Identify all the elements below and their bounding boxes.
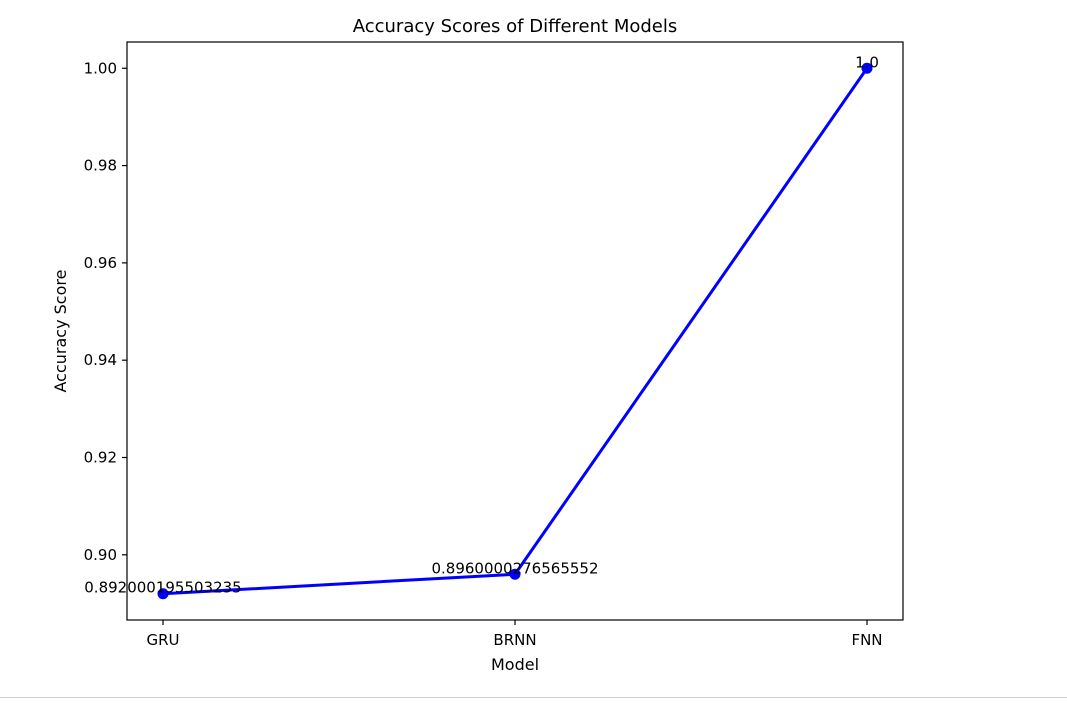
data-point-marker xyxy=(157,588,169,600)
data-point-marker xyxy=(509,568,521,580)
chart-title: Accuracy Scores of Different Models xyxy=(353,16,678,37)
series-markers xyxy=(157,62,873,600)
y-tick-label: 1.00 xyxy=(84,59,117,77)
y-axis-label: Accuracy Score xyxy=(51,270,70,393)
data-point-label: 0.892000195503235 xyxy=(84,579,241,597)
y-tick-label: 0.96 xyxy=(84,254,117,272)
x-tick-label: BRNN xyxy=(493,631,536,649)
y-tick-label: 0.94 xyxy=(84,351,117,369)
y-tick-label: 0.92 xyxy=(84,448,117,466)
x-axis-label: Model xyxy=(491,655,539,674)
y-tick-label: 0.98 xyxy=(84,157,117,175)
series-line-accuracy xyxy=(162,67,869,596)
y-tick-label: 0.90 xyxy=(84,546,117,564)
x-axis-ticks: GRU BRNN FNN xyxy=(146,620,883,649)
y-axis-ticks: 0.90 0.92 0.94 0.96 0.98 1.00 xyxy=(84,59,127,564)
x-tick-label: FNN xyxy=(851,631,882,649)
x-tick-label: GRU xyxy=(146,631,179,649)
plot-area-frame xyxy=(126,41,904,621)
data-point-label: 0.8960000276565552 xyxy=(431,559,598,577)
data-labels: 0.892000195503235 0.8960000276565552 1.0 xyxy=(84,53,879,596)
data-point-marker xyxy=(861,62,873,74)
page-divider xyxy=(0,697,1067,698)
data-point-label: 1.0 xyxy=(855,53,879,71)
